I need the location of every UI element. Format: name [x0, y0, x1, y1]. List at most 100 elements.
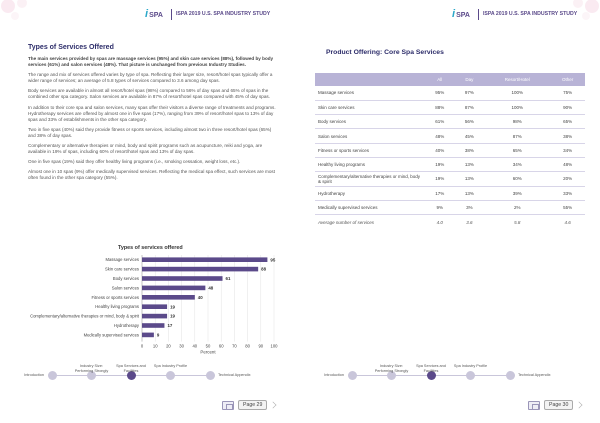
table-cell: 5.8 [514, 219, 521, 225]
table-cell: 38% [550, 128, 585, 144]
data-label: 40 [198, 295, 203, 300]
page-icon[interactable] [528, 400, 540, 410]
nav-label[interactable]: Spa Services and Facilities [116, 364, 146, 373]
x-tick-label: 50 [206, 344, 211, 349]
bar [142, 332, 154, 338]
paragraph: Complementary or alternative therapies o… [28, 143, 263, 155]
table-row: Body services 61% 56% 98% 65% [315, 114, 585, 130]
column-header: Other [550, 73, 585, 86]
nav-step-0[interactable] [47, 371, 57, 380]
nav-step-3[interactable] [466, 371, 475, 380]
nav-label[interactable]: Industry Size: Performing Strongly [74, 364, 109, 373]
data-label: 95 [270, 257, 275, 262]
data-label: 48 [208, 286, 213, 291]
row-label: Hydrotherapy [315, 186, 425, 201]
page-header: i SPA ISPA 2019 U.S. SPA INDUSTRY STUDY [452, 6, 577, 22]
table-cell: 9% [425, 200, 455, 216]
table-cell: 90% [550, 100, 585, 116]
table-cell: 48% [550, 157, 585, 173]
table-cell: 100% [484, 86, 551, 101]
table-cell: 20% [550, 171, 585, 187]
nav-step-1[interactable] [87, 371, 96, 380]
row-label: Body services [315, 114, 425, 130]
row-label: Medically supervised services [315, 200, 425, 216]
row-label: Average number of services [318, 219, 374, 225]
nav-label[interactable]: Spa Services and Facilities [416, 364, 446, 373]
table-row: Healthy living programs 19% 13% 34% 48% [315, 157, 585, 173]
table-cell: 19% [425, 157, 455, 173]
floral-decoration [573, 0, 599, 20]
column-header: Day [454, 73, 485, 86]
table-row: Fitness or sports services 40% 38% 65% 34% [315, 143, 585, 158]
table-cell: 98% [484, 114, 551, 130]
paragraph: Body services are available in almost al… [28, 88, 270, 100]
table-cell: 39% [484, 186, 551, 201]
section-nav: Introduction Industry Size: Performing St… [0, 358, 300, 388]
nav-step-3[interactable] [166, 371, 175, 380]
row-label: Skin care services [315, 100, 425, 116]
table-cell: 13% [454, 171, 485, 187]
page-indicator: Page 30 [528, 400, 583, 410]
nav-step-2[interactable] [426, 371, 436, 380]
body-text: The main services provided by spas are m… [28, 56, 278, 186]
right-page: i SPA ISPA 2019 U.S. SPA INDUSTRY STUDY P… [300, 0, 600, 423]
ispa-logo: i SPA [452, 8, 470, 20]
paragraph: In addition to their core spa and salon … [28, 104, 276, 122]
table-cell: 100% [484, 100, 551, 116]
table-cell: 75% [550, 86, 585, 101]
nav-step-0[interactable] [347, 371, 357, 380]
next-page-icon[interactable] [575, 401, 583, 409]
table-cell: 4.0 [436, 219, 443, 225]
table-cell: 88% [425, 100, 455, 116]
x-tick-label: 20 [166, 344, 171, 349]
category-label: Fitness or sports services [92, 295, 139, 300]
table-cell: 65% [550, 114, 585, 130]
category-label: Massage services [105, 257, 139, 262]
nav-label[interactable]: Technical Appendix [518, 373, 551, 377]
bar [142, 323, 165, 328]
nav-label[interactable]: Introduction [324, 373, 344, 377]
nav-label[interactable]: Spa Industry Profile [153, 364, 188, 368]
row-label: Complementary/alternative therapies or m… [315, 171, 425, 187]
table-cell: 34% [550, 143, 585, 158]
x-axis-label: Percent [200, 350, 216, 355]
table-row: Complementary/alternative therapies or m… [315, 171, 585, 187]
table-cell: 45% [454, 128, 485, 144]
table-row: Skin care services 88% 87% 100% 90% [315, 100, 585, 116]
table-cell: 3.6 [466, 219, 473, 225]
bar [142, 295, 195, 300]
table-cell: 61% [425, 114, 455, 130]
category-label: Salon services [112, 285, 139, 290]
nav-label[interactable]: Technical Appendix [218, 373, 251, 377]
table-cell: 19% [425, 171, 455, 187]
nav-step-1[interactable] [387, 371, 396, 380]
category-label: Healthy living programs [95, 304, 139, 309]
services-bar-chart: 0 10 20 30 40 50 60 70 80 90 100 Massage services 95… [30, 255, 278, 355]
paragraph: Two in five spas (40%) said they provide… [28, 126, 272, 138]
table-cell: 4.6 [564, 219, 571, 225]
nav-step-2[interactable] [126, 371, 136, 380]
section-title: Product Offering: Core Spa Services [326, 49, 444, 56]
nav-label[interactable]: Industry Size: Performing Strongly [374, 364, 409, 373]
table-cell: 48% [425, 128, 455, 144]
bar [142, 285, 206, 291]
paragraph: One in five spas (19%) said they offer h… [28, 159, 241, 165]
x-tick-label: 90 [258, 344, 263, 349]
page-icon[interactable] [222, 400, 234, 410]
data-label: 88 [261, 267, 266, 272]
page-indicator: Page 29 [222, 400, 277, 410]
page-number: Page 30 [544, 400, 574, 410]
paragraph: Almost one in 10 spas (9%) offer medical… [28, 169, 275, 181]
nav-step-4[interactable] [505, 371, 515, 380]
row-label: Fitness or sports services [315, 143, 425, 158]
x-tick-label: 80 [245, 344, 250, 349]
next-page-icon[interactable] [269, 401, 277, 409]
nav-step-4[interactable] [205, 371, 215, 380]
x-tick-label: 0 [141, 344, 144, 349]
section-title: Types of Services Offered [28, 44, 114, 51]
x-tick-label: 30 [179, 344, 184, 349]
nav-label[interactable]: Spa Industry Profile [453, 364, 488, 368]
paragraph: The range and mix of services offered va… [28, 72, 273, 84]
lead-paragraph: The main services provided by spas are m… [28, 56, 274, 68]
nav-label[interactable]: Introduction [24, 373, 44, 377]
